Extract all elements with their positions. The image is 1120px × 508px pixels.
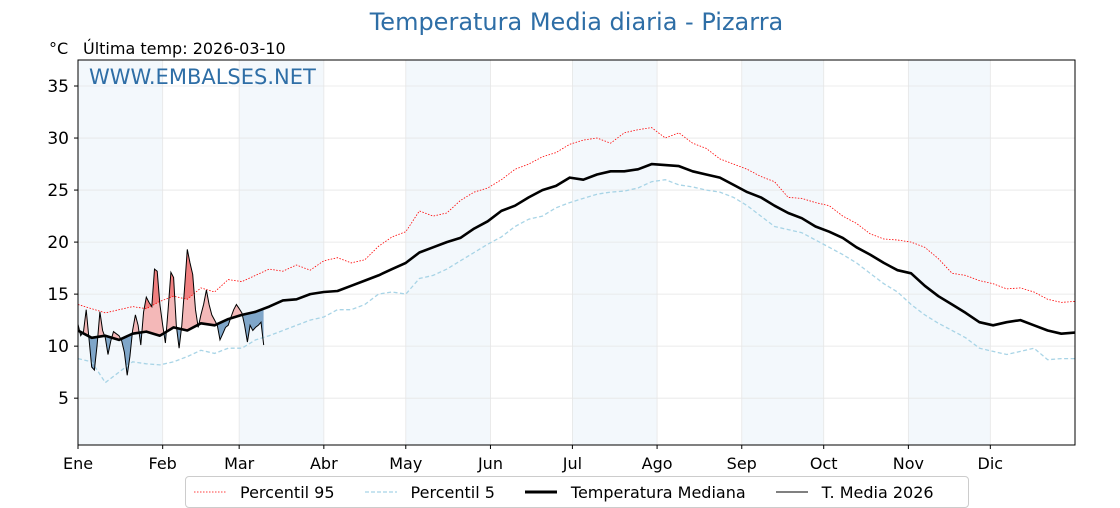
- legend-label: Temperatura Mediana: [570, 482, 746, 502]
- legend-item-median: Temperatura Mediana: [524, 482, 746, 502]
- series-temperatura-mediana: [78, 162, 1075, 342]
- legend-label: T. Media 2026: [821, 482, 934, 502]
- chart-title: Temperatura Media diaria - Pizarra: [369, 8, 784, 36]
- x-tick-label: May: [389, 454, 422, 473]
- month-band: [239, 60, 324, 445]
- y-axis-unit: °C: [49, 39, 69, 58]
- legend-item-2026: T. Media 2026: [775, 482, 934, 502]
- legend-label: Percentil 5: [410, 482, 495, 502]
- x-tick-label: Dic: [978, 454, 1004, 473]
- last-temp-label: Última temp: 2026-03-10: [83, 39, 286, 58]
- y-tick-label: 10: [47, 337, 69, 357]
- month-band: [741, 60, 824, 445]
- x-tick-label: Sep: [727, 454, 757, 473]
- x-tick-label: Oct: [810, 454, 838, 473]
- legend: Percentil 95 Percentil 5 Temperatura Med…: [185, 476, 969, 508]
- month-band: [572, 60, 658, 445]
- legend-item-p5: Percentil 5: [364, 482, 495, 502]
- x-tick-label: Ago: [642, 454, 673, 473]
- series-percentil-5: [78, 179, 1075, 384]
- x-tick-label: Feb: [149, 454, 177, 473]
- series-t-media-2026: [78, 249, 265, 376]
- y-tick-label: 25: [47, 181, 69, 201]
- y-tick-label: 35: [47, 77, 69, 97]
- x-tick-label: Jun: [477, 454, 503, 473]
- plot-frame: [77, 59, 1076, 446]
- x-tick-label: Ene: [63, 454, 93, 473]
- y-tick-label: 20: [47, 233, 69, 253]
- x-tick-label: Mar: [224, 454, 255, 473]
- month-band: [78, 60, 163, 445]
- series-percentil-95: [78, 127, 1075, 314]
- legend-label: Percentil 95: [240, 482, 335, 502]
- y-tick-label: 15: [47, 285, 69, 305]
- month-band: [908, 60, 991, 445]
- watermark: WWW.EMBALSES.NET: [89, 65, 316, 89]
- above-median-fill: [78, 249, 264, 340]
- x-tick-label: Nov: [893, 454, 924, 473]
- x-tick-label: Jul: [562, 454, 582, 473]
- y-tick-label: 30: [47, 129, 69, 149]
- x-tick-label: Abr: [310, 454, 338, 473]
- legend-item-p95: Percentil 95: [194, 483, 335, 502]
- y-tick-label: 5: [58, 389, 69, 409]
